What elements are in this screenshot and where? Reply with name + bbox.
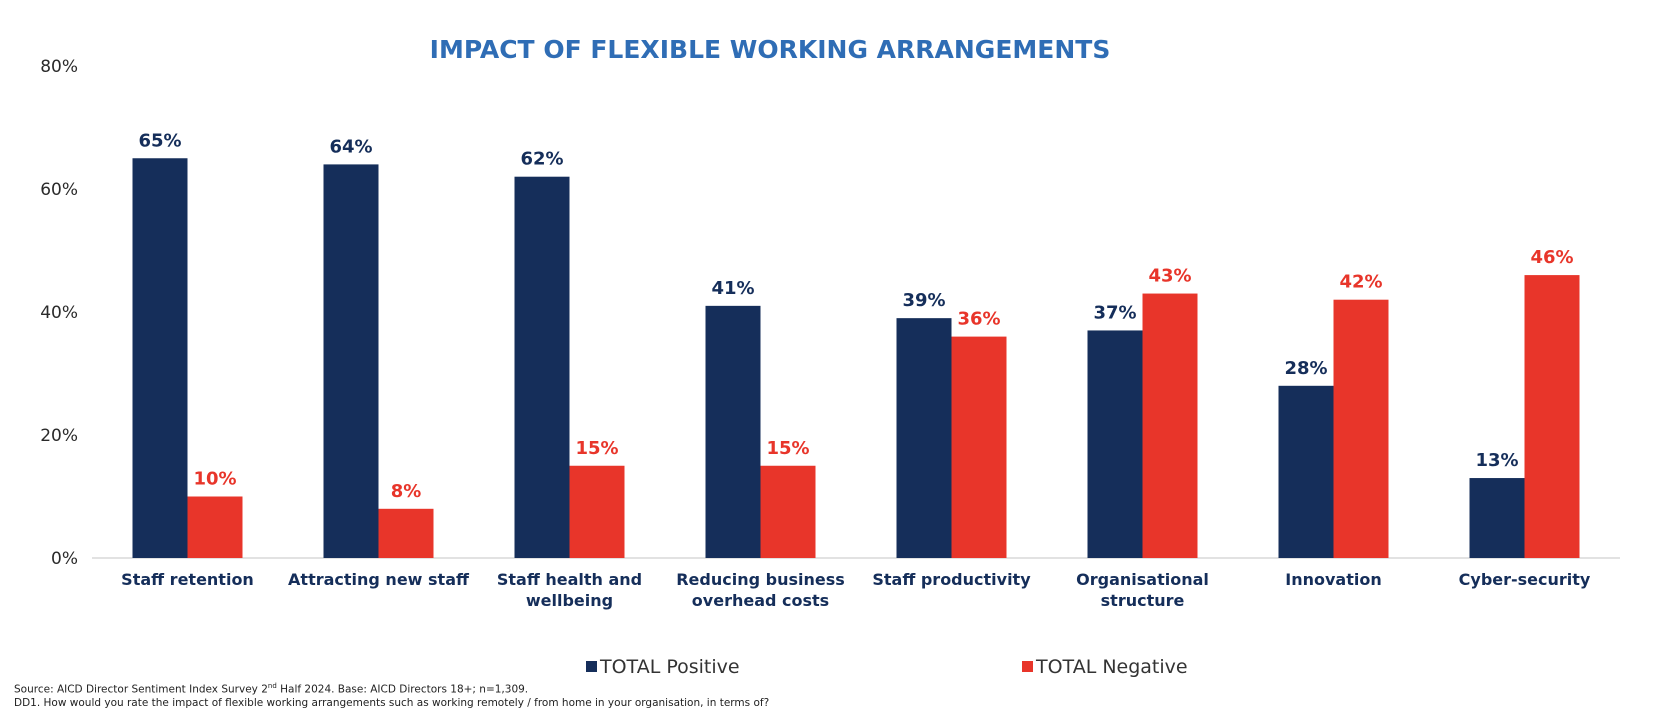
data-label: 36% xyxy=(957,309,1000,330)
category-label: Innovation xyxy=(1285,570,1381,589)
data-label: 15% xyxy=(575,438,618,459)
data-label: 62% xyxy=(520,149,563,170)
bar-total-positive xyxy=(1087,330,1143,558)
data-label: 43% xyxy=(1148,266,1191,287)
bar-total-positive xyxy=(896,318,952,558)
data-label: 28% xyxy=(1284,358,1327,379)
category-label: Staff retention xyxy=(121,570,254,589)
data-label: 46% xyxy=(1530,247,1573,268)
legend-swatch xyxy=(586,661,597,672)
bar-total-positive xyxy=(705,305,761,558)
category-labels: Staff retention Attracting new staff Staff… xyxy=(121,570,1591,610)
data-label: 39% xyxy=(902,290,945,311)
source-note: Source: AICD Director Sentiment Index Su… xyxy=(14,682,528,696)
y-tick-label: 40% xyxy=(40,303,78,323)
category-label: Staff health and wellbeing xyxy=(497,570,642,610)
legend: TOTAL Positive TOTAL Negative xyxy=(586,656,1188,678)
bars-group: 65% 64% 62% 41% 39% 37% 28% 13% 10% 8% 15% 15% 36% 43… xyxy=(132,130,1580,558)
bar-total-negative xyxy=(187,496,243,558)
bar-total-negative xyxy=(760,465,816,558)
bar-total-negative xyxy=(378,508,434,558)
data-label: 8% xyxy=(391,481,422,502)
chart-title: IMPACT OF FLEXIBLE WORKING ARRANGEMENTS xyxy=(430,35,1111,64)
y-tick-label: 0% xyxy=(51,549,78,569)
y-tick-label: 80% xyxy=(40,57,78,77)
bar-total-positive xyxy=(1469,478,1525,558)
data-label: 64% xyxy=(329,136,372,157)
bar-total-negative xyxy=(951,336,1007,558)
legend-label: TOTAL Negative xyxy=(1035,656,1188,678)
bar-total-negative xyxy=(569,465,625,558)
category-label: Reducing business overhead costs xyxy=(676,570,845,610)
bar-total-negative xyxy=(1333,299,1389,558)
y-tick-label: 20% xyxy=(40,426,78,446)
category-label: Staff productivity xyxy=(872,570,1031,589)
bar-total-positive xyxy=(1278,385,1334,558)
question-note: DD1. How would you rate the impact of fl… xyxy=(14,697,770,709)
bar-total-positive xyxy=(514,176,570,558)
bar-total-positive xyxy=(323,164,379,558)
category-label: Attracting new staff xyxy=(288,570,470,589)
bar-total-positive xyxy=(132,158,188,558)
data-label: 42% xyxy=(1339,272,1382,293)
data-label: 65% xyxy=(138,130,181,151)
source-superscript: nd xyxy=(267,682,277,690)
bar-total-negative xyxy=(1142,293,1198,558)
source-suffix: Half 2024. Base: AICD Directors 18+; n=1… xyxy=(276,683,529,696)
source-prefix: Source: AICD Director Sentiment Index Su… xyxy=(14,683,268,696)
y-tick-label: 60% xyxy=(40,180,78,200)
legend-swatch xyxy=(1022,661,1033,672)
data-label: 13% xyxy=(1475,450,1518,471)
data-label: 41% xyxy=(711,278,754,299)
bar-total-negative xyxy=(1524,275,1580,558)
legend-label: TOTAL Positive xyxy=(599,656,740,678)
category-label: Organisational structure xyxy=(1076,570,1209,610)
category-label: Cyber-security xyxy=(1459,570,1591,589)
data-label: 15% xyxy=(766,438,809,459)
data-label: 37% xyxy=(1093,302,1136,323)
data-label: 10% xyxy=(193,469,236,490)
